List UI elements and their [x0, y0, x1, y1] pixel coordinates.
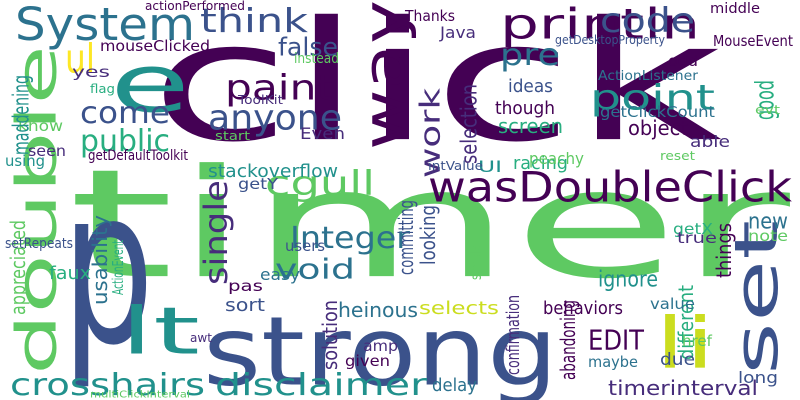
word-code: code	[600, 1, 695, 41]
word-anyone: anyone	[208, 96, 342, 139]
word-system: System	[15, 0, 195, 51]
word-mouseevent: MouseEvent	[713, 32, 793, 51]
word-easy: easy	[260, 265, 300, 285]
word-wasdoubleclick: wasDoubleClick	[428, 163, 792, 213]
word-seen: seen	[28, 142, 66, 161]
word-paint: paint	[225, 66, 333, 109]
word-p: p	[62, 141, 154, 393]
word-amp: amp	[363, 337, 398, 356]
word-println: println	[500, 0, 700, 50]
word-e: e	[110, 38, 190, 131]
word-gety: getY	[238, 175, 278, 194]
word-true: true	[677, 229, 717, 248]
word-behaviors: behaviors	[543, 297, 623, 319]
word-heinous: heinous	[338, 299, 418, 323]
word-void: void	[275, 253, 355, 287]
word-given: given	[345, 352, 390, 371]
word-new: new	[748, 207, 788, 234]
word-come: come	[80, 94, 170, 131]
word-committing: committing	[395, 200, 419, 275]
word-due: due	[660, 348, 695, 370]
word-pas: pas	[228, 277, 263, 296]
word-intvalue: intValue	[428, 158, 483, 174]
word-selects: selects	[419, 297, 499, 319]
word-ideas: ideas	[508, 75, 553, 97]
word-cgull: cgull	[265, 164, 375, 204]
word-even: Even	[300, 124, 345, 144]
word-know: know	[18, 117, 63, 136]
word-able: able	[690, 132, 730, 152]
word-false: false	[278, 33, 338, 63]
word-crosshairs: crosshairs	[10, 366, 205, 400]
word-ul: ul	[65, 35, 95, 83]
word-lt: lt	[120, 293, 200, 370]
word-getdesktopproperty: getDesktopProperty	[555, 32, 665, 48]
word-actionlistener: ActionListener	[598, 67, 698, 84]
word-solution: solution	[319, 300, 343, 370]
word-using: using	[5, 152, 45, 171]
word-users: users	[285, 237, 325, 256]
word-object: object	[628, 117, 688, 141]
word-timerinterval: timerinterval	[608, 377, 758, 400]
word-delay: delay	[432, 374, 477, 396]
word-integer: Integer	[290, 219, 410, 256]
word-edit: EDIT	[588, 324, 644, 358]
word-toolkit: ToolKit	[238, 92, 283, 108]
word-li: li	[655, 303, 715, 385]
word-instead: instead	[294, 50, 339, 68]
word-getx: getX	[673, 220, 713, 239]
word-multiclickinterval: multiClickInterval	[90, 388, 190, 400]
word-appreciated: appreciated	[7, 220, 31, 315]
word-things: things	[713, 223, 737, 278]
word-middle: middle	[710, 0, 760, 18]
word-actionperformed: actionPerformed	[145, 0, 245, 14]
word-strong: strong	[203, 296, 558, 400]
word-racing: racing	[513, 152, 568, 174]
word-single: single	[197, 180, 235, 285]
word-reset: reset	[660, 148, 695, 164]
word-peachy: peachy	[529, 149, 584, 169]
word-simple: simple	[467, 245, 486, 280]
word-abandoning: abandoning	[557, 300, 581, 380]
word-note: note	[748, 227, 788, 246]
word-point: point	[590, 76, 715, 119]
word-href: href	[682, 332, 712, 351]
word-confirmation: confirmation	[502, 295, 524, 375]
word-pre: pre	[500, 36, 560, 73]
word-selection: selection	[455, 84, 482, 164]
word-getdefaulttoolkit: getDefaultToolkit	[88, 147, 188, 165]
word-java: Java	[440, 23, 476, 43]
word-mouseclicked: mouseClicked	[100, 37, 210, 56]
word-sort: sort	[225, 294, 265, 316]
word-stackoverflow: stackoverflow	[208, 160, 338, 182]
word-timer: timer	[68, 136, 790, 312]
word-ignore: ignore	[598, 265, 658, 292]
word-start: start	[215, 128, 250, 144]
word-yes: yes	[72, 63, 110, 82]
word-value: value	[650, 295, 695, 314]
word-ui: UI	[478, 157, 502, 177]
word-disclaimer: disclaimer	[215, 366, 427, 400]
word-think: think	[200, 2, 308, 41]
word-long: long	[738, 368, 778, 388]
word-evt: evt	[755, 102, 780, 118]
word-screen: screen	[498, 115, 563, 139]
word-thanks: Thanks	[405, 7, 455, 26]
word-awt: awt	[190, 330, 212, 346]
word-actionevent: ActionEvent	[109, 240, 128, 295]
word-click: click	[150, 0, 722, 179]
word-odd: odd	[668, 52, 698, 71]
word-maybe: maybe	[588, 353, 638, 372]
word-setrepeats: setRepeats	[5, 235, 73, 253]
word-though: though	[495, 97, 555, 119]
word-maddening: maddening	[7, 75, 34, 155]
word-faux: faux	[49, 262, 91, 284]
word-public: public	[80, 122, 170, 159]
word-flag: flag	[90, 81, 115, 97]
word-getclickcount: getClickCount	[600, 103, 715, 122]
word-looking: looking	[417, 205, 441, 265]
